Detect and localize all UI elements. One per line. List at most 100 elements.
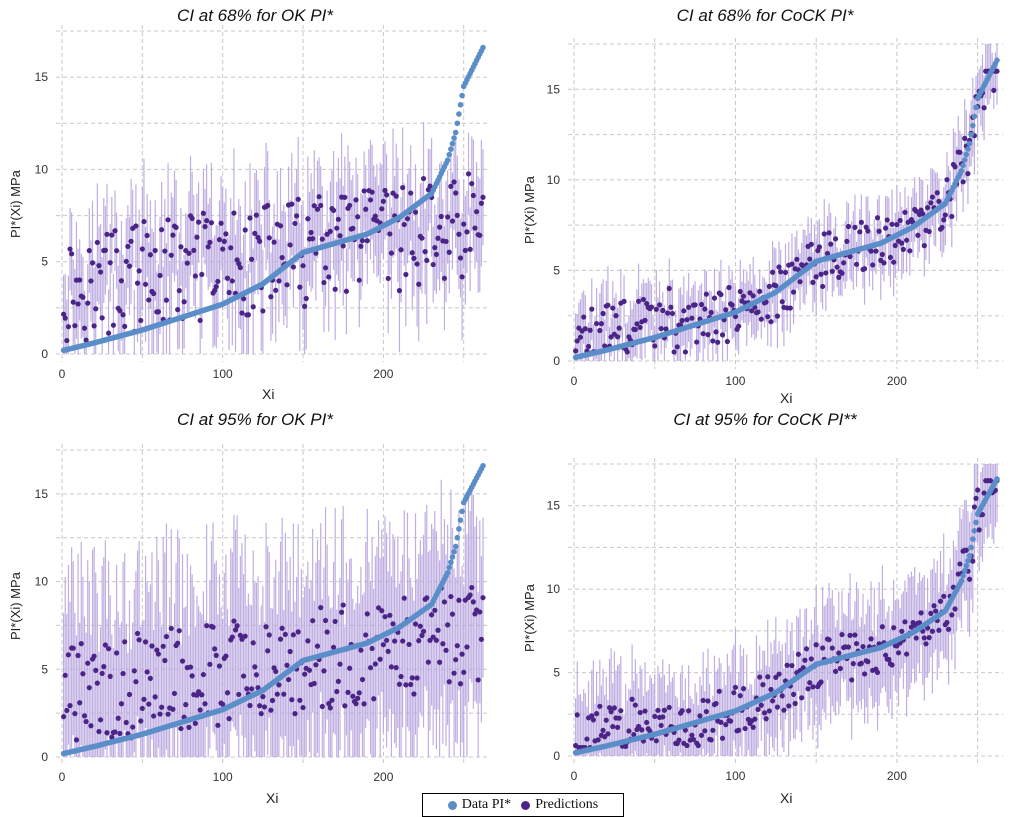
legend-item-data: Data PI* — [447, 797, 512, 813]
prediction-point — [945, 626, 952, 632]
prediction-point — [67, 703, 73, 709]
prediction-point — [311, 680, 317, 687]
prediction-point — [445, 214, 451, 220]
prediction-point — [282, 631, 288, 637]
prediction-point — [218, 220, 224, 226]
prediction-point — [380, 642, 386, 648]
prediction-point — [430, 634, 436, 640]
prediction-point — [330, 207, 337, 213]
y-axis-label: PI*(Xi) MPa — [522, 176, 537, 244]
prediction-point — [686, 708, 692, 714]
y-axis-label: PI*(Xi) MPa — [8, 572, 23, 640]
prediction-point — [232, 627, 239, 633]
prediction-point — [345, 689, 351, 695]
prediction-point — [403, 682, 409, 688]
prediction-point — [249, 256, 255, 262]
prediction-point — [81, 713, 88, 719]
prediction-point — [390, 621, 396, 627]
prediction-point — [181, 299, 187, 305]
prediction-point — [168, 625, 174, 632]
prediction-point — [183, 702, 189, 708]
prediction-point — [392, 638, 398, 644]
prediction-point — [126, 263, 133, 269]
prediction-point — [453, 190, 459, 196]
prediction-point — [72, 323, 78, 329]
prediction-point — [457, 255, 464, 261]
prediction-point — [86, 248, 92, 254]
prediction-point — [684, 317, 690, 323]
prediction-point — [847, 632, 853, 638]
prediction-point — [204, 623, 210, 629]
prediction-point — [229, 634, 235, 640]
prediction-point — [624, 349, 630, 355]
prediction-point — [903, 651, 910, 657]
prediction-point — [605, 302, 611, 308]
prediction-point — [380, 198, 386, 204]
data-point — [448, 146, 454, 152]
prediction-point — [573, 348, 579, 354]
prediction-point — [279, 254, 285, 261]
prediction-point — [355, 214, 361, 220]
prediction-point — [75, 652, 81, 659]
prediction-point — [178, 244, 184, 250]
prediction-point — [186, 250, 192, 256]
prediction-point — [117, 308, 123, 314]
prediction-point — [850, 661, 856, 667]
prediction-point — [377, 656, 383, 662]
data-point — [451, 135, 457, 141]
prediction-point — [900, 246, 906, 252]
prediction-point — [763, 299, 769, 305]
prediction-point — [991, 87, 997, 94]
prediction-point — [150, 290, 157, 297]
prediction-point — [114, 248, 120, 254]
prediction-points — [61, 171, 486, 344]
legend-data-label: Data PI* — [461, 797, 512, 812]
prediction-point — [464, 644, 470, 650]
prediction-point — [268, 707, 274, 713]
prediction-point — [897, 217, 903, 224]
prediction-point — [632, 326, 638, 333]
prediction-point — [686, 304, 692, 310]
prediction-point — [126, 691, 133, 698]
prediction-point — [769, 698, 776, 704]
prediction-point — [574, 338, 580, 344]
prediction-point — [459, 651, 465, 657]
prediction-point — [334, 225, 340, 231]
prediction-point — [472, 611, 478, 617]
prediction-point — [895, 650, 902, 656]
prediction-point — [941, 217, 947, 223]
y-tick-label: 10 — [35, 575, 49, 589]
prediction-point — [205, 244, 211, 250]
prediction-point — [417, 623, 423, 629]
prediction-point — [342, 703, 348, 709]
prediction-point — [297, 697, 303, 703]
prediction-point — [824, 250, 831, 257]
prediction-point — [371, 696, 377, 702]
prediction-point — [146, 701, 152, 707]
chart-plot: 0 100 200 0 5 10 15 — [35, 25, 489, 381]
prediction-point — [303, 295, 309, 302]
prediction-point — [656, 302, 663, 308]
prediction-point — [723, 722, 729, 728]
prediction-point — [231, 210, 237, 216]
x-tick-label: 100 — [725, 374, 745, 388]
prediction-point — [718, 291, 724, 298]
prediction-point — [882, 225, 889, 231]
prediction-point — [461, 221, 467, 227]
prediction-point — [347, 202, 353, 209]
prediction-point — [470, 599, 476, 605]
prediction-point — [253, 672, 260, 678]
prediction-point — [773, 674, 779, 680]
prediction-point — [295, 196, 301, 202]
prediction-point — [708, 737, 714, 743]
prediction-point — [356, 690, 362, 696]
prediction-point — [836, 274, 842, 280]
prediction-point — [868, 636, 874, 642]
prediction-point — [269, 697, 276, 704]
legend: Data PI* Predictions — [422, 793, 624, 817]
prediction-point — [94, 239, 100, 246]
prediction-point — [892, 242, 898, 249]
prediction-point — [432, 245, 438, 251]
prediction-point — [102, 642, 108, 648]
prediction-point — [918, 610, 924, 616]
